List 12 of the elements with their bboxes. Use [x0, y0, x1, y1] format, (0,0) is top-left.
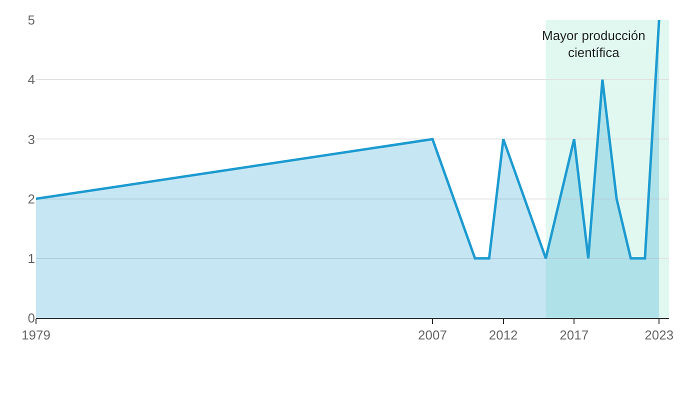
x-tick-label: 2017 — [560, 328, 589, 343]
y-tick-label: 5 — [28, 12, 35, 28]
x-tick-label: 1979 — [22, 328, 50, 343]
x-tick-label: 2012 — [488, 328, 518, 343]
y-tick-label: 3 — [28, 132, 35, 147]
y-tick-label: 1 — [28, 250, 35, 266]
x-tick-label: 2023 — [644, 328, 674, 343]
y-tick-label: 4 — [28, 72, 35, 88]
y-tick-label: 2 — [28, 191, 35, 206]
band-label: Mayor producción científica — [542, 28, 646, 60]
y-tick-label: 0 — [28, 310, 35, 326]
x-tick-label: 2007 — [418, 328, 447, 343]
